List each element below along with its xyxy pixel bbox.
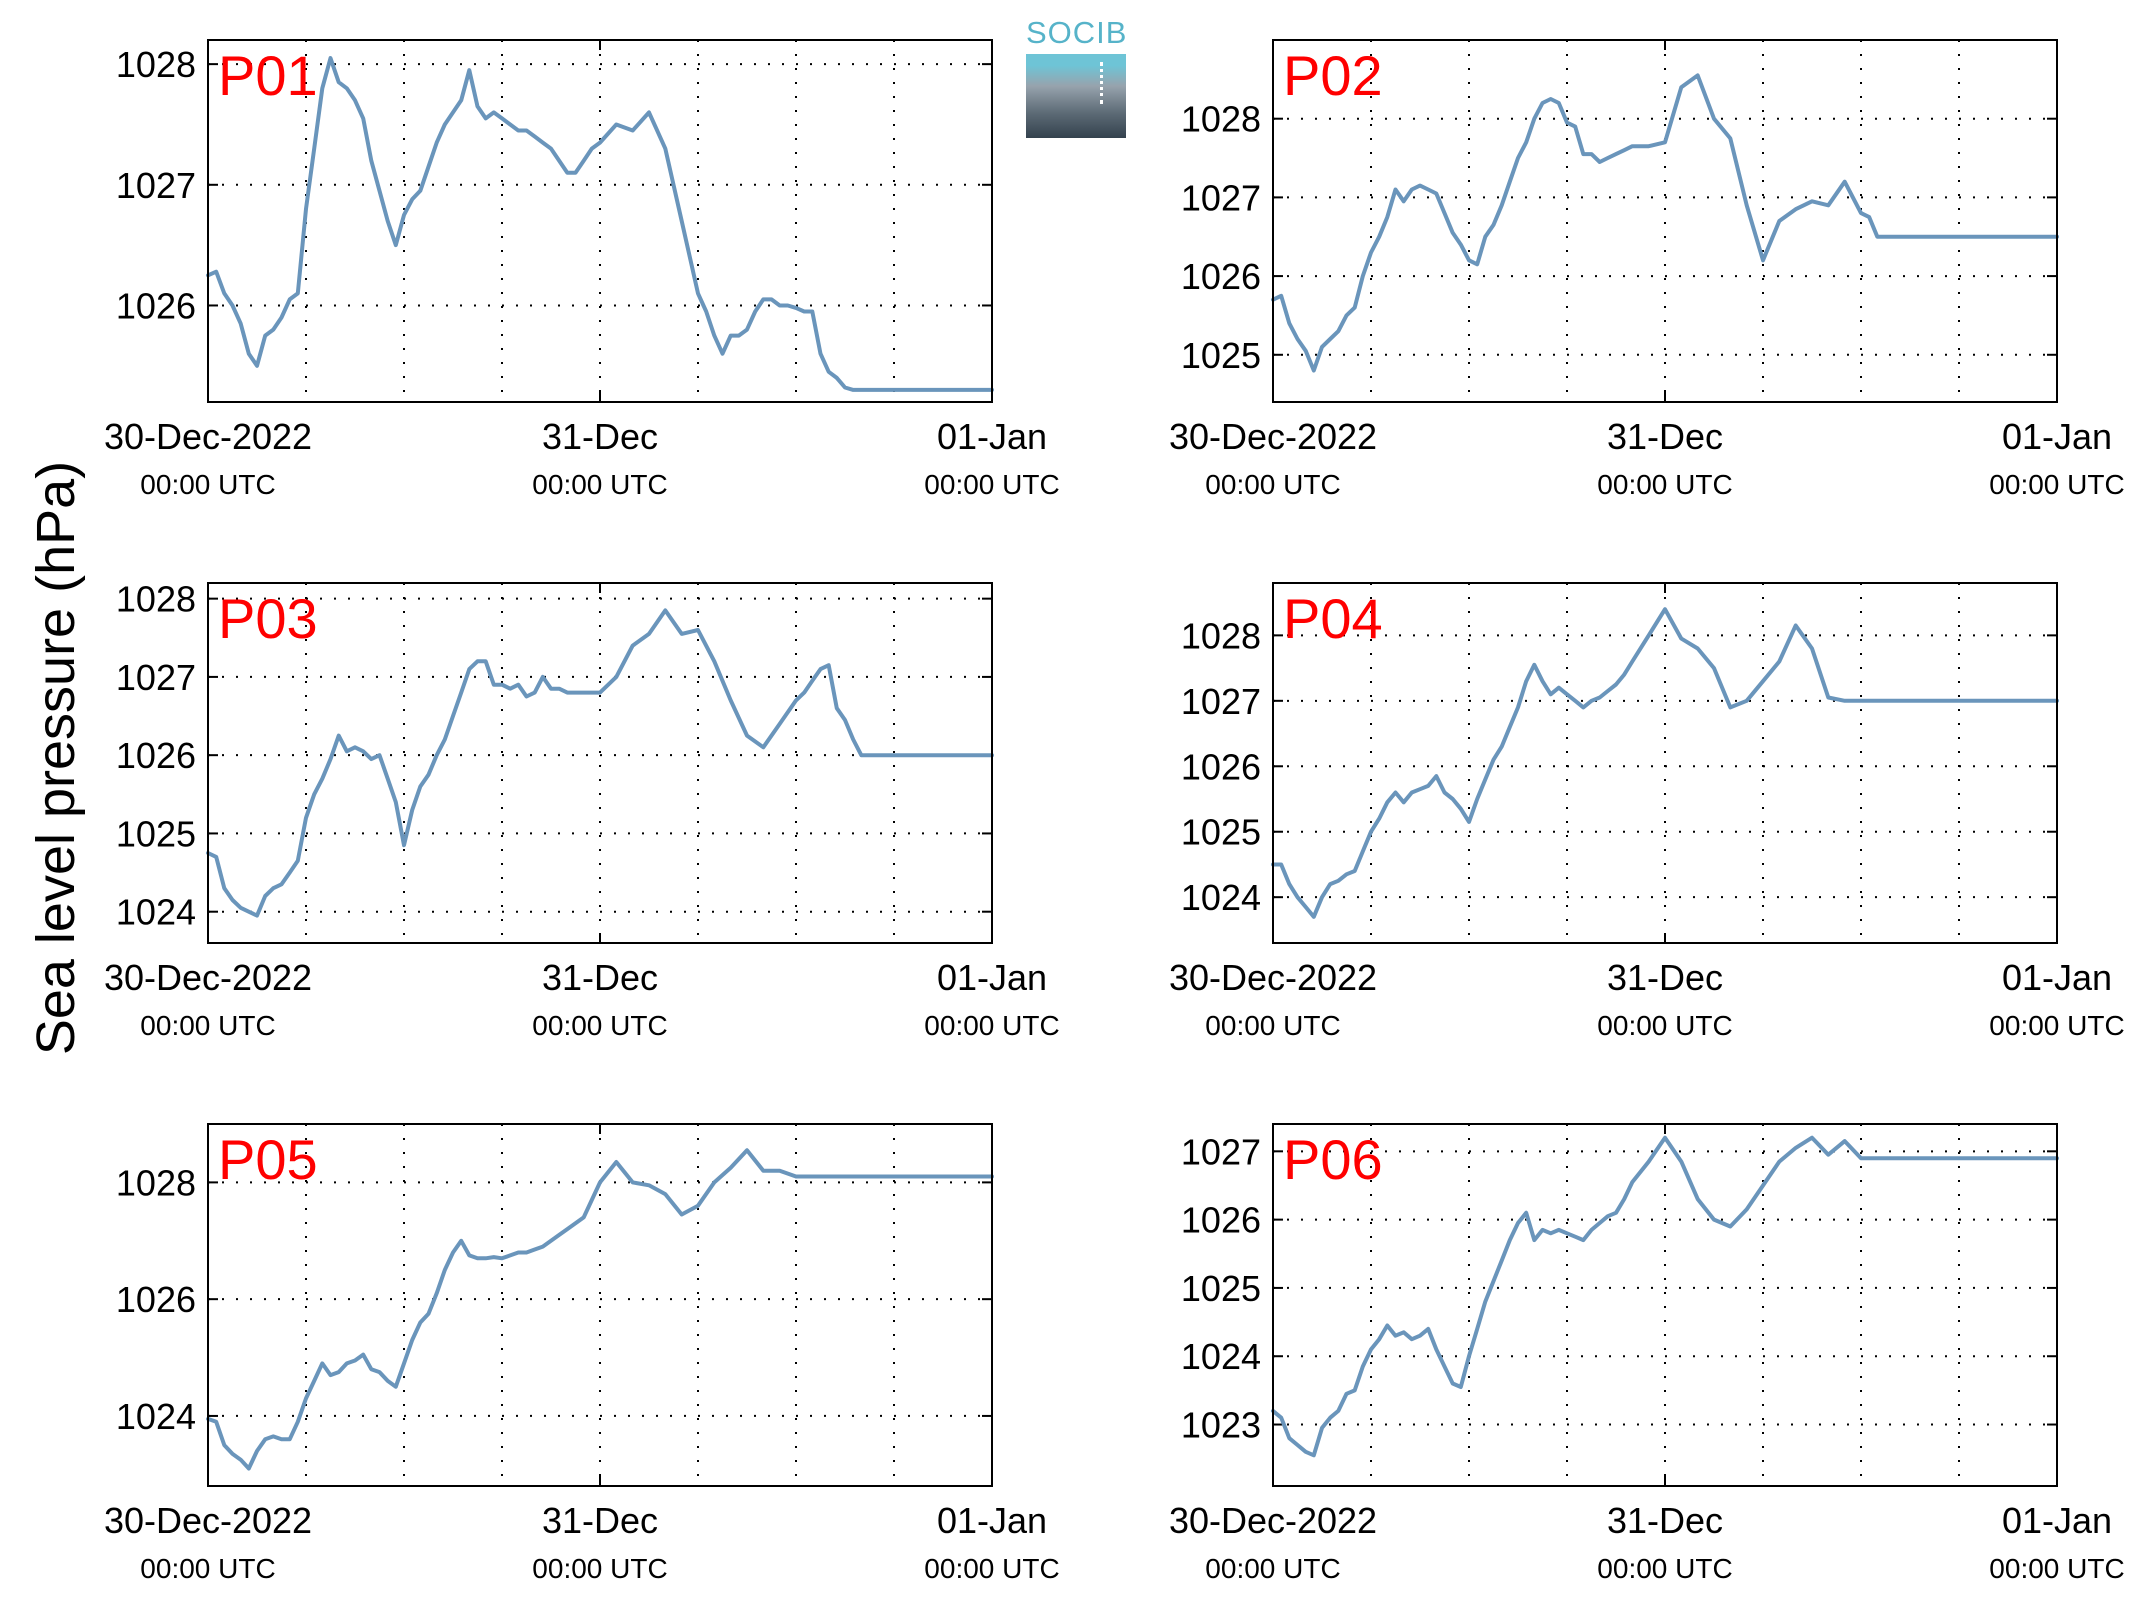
y-tick-label: 1028 [1181, 99, 1261, 140]
y-tick-label: 1026 [1181, 746, 1261, 787]
series-line [1271, 73, 2059, 373]
x-tick-label: 31-Dec [542, 416, 658, 457]
logo-text: SOCIB [1026, 15, 1128, 50]
series-line [206, 56, 994, 392]
y-tick-label: 1027 [1181, 1131, 1261, 1172]
logo-graphic [1026, 54, 1126, 138]
x-tick-label: 01-Jan [2002, 416, 2112, 457]
station-label: P02 [1283, 44, 1383, 107]
y-tick-label: 1024 [1181, 877, 1261, 918]
plot-frame [207, 1123, 993, 1487]
y-tick-label: 1025 [1181, 335, 1261, 376]
y-tick-label: 1025 [1181, 1268, 1261, 1309]
y-tick-label: 1028 [1181, 615, 1261, 656]
y-tick-label: 1023 [1181, 1405, 1261, 1446]
x-tick-label: 31-Dec [1607, 957, 1723, 998]
panel-3: 1024 1025 1026 1027 1028 30-Dec-2022 00:00 UTC… [104, 579, 1060, 1041]
y-tick-label: 1026 [1181, 256, 1261, 297]
panel-2: 1025 1026 1027 1028 30-Dec-2022 00:00 UTC 31-D… [1169, 39, 2125, 500]
x-tick-label: 01-Jan [937, 957, 1047, 998]
y-axis-label: Sea level pressure (hPa) [26, 460, 86, 1056]
x-tick-label: 31-Dec [1607, 416, 1723, 457]
y-tick-label: 1026 [116, 1279, 196, 1320]
x-tick-sublabel: 00:00 UTC [924, 469, 1059, 500]
y-tick-label: 1025 [116, 813, 196, 854]
station-label: P05 [218, 1128, 318, 1191]
plot-frame [207, 582, 993, 944]
y-tick-label: 1027 [116, 657, 196, 698]
x-tick-sublabel: 00:00 UTC [532, 469, 667, 500]
x-tick-sublabel: 00:00 UTC [1205, 469, 1340, 500]
x-tick-label: 30-Dec-2022 [1169, 416, 1377, 457]
x-tick-label: 30-Dec-2022 [104, 1500, 312, 1541]
x-tick-sublabel: 00:00 UTC [140, 1553, 275, 1584]
plot-frame [207, 39, 993, 403]
plot-frame [1272, 1123, 2058, 1487]
plot-frame [1272, 39, 2058, 403]
series-line [1271, 607, 2059, 919]
station-label: P01 [218, 44, 318, 107]
station-label: P06 [1283, 1128, 1383, 1191]
x-tick-label: 31-Dec [542, 1500, 658, 1541]
socib-logo: SOCIB [1026, 15, 1128, 138]
plot-frame [1272, 582, 2058, 944]
y-tick-label: 1027 [1181, 681, 1261, 722]
panel-4: 1024 1025 1026 1027 1028 30-Dec-2022 00:00 UTC… [1169, 582, 2125, 1041]
x-tick-sublabel: 00:00 UTC [924, 1553, 1059, 1584]
y-tick-label: 1028 [116, 44, 196, 85]
x-tick-sublabel: 00:00 UTC [1205, 1553, 1340, 1584]
x-tick-label: 01-Jan [2002, 957, 2112, 998]
x-tick-label: 30-Dec-2022 [1169, 957, 1377, 998]
logo-dots [1100, 62, 1103, 104]
y-tick-label: 1025 [1181, 812, 1261, 853]
x-tick-sublabel: 00:00 UTC [1989, 1553, 2124, 1584]
y-tick-label: 1027 [1181, 177, 1261, 218]
series-line [206, 1148, 994, 1471]
x-tick-label: 30-Dec-2022 [1169, 1500, 1377, 1541]
series-line [1271, 1135, 2059, 1458]
x-tick-sublabel: 00:00 UTC [1205, 1010, 1340, 1041]
x-tick-sublabel: 00:00 UTC [1989, 469, 2124, 500]
y-tick-label: 1024 [116, 892, 196, 933]
panel-1: 1026 1027 1028 30-Dec-2022 00:00 UTC 31-Dec 00… [104, 39, 1060, 500]
x-tick-label: 01-Jan [937, 1500, 1047, 1541]
station-label: P03 [218, 587, 318, 650]
x-tick-sublabel: 00:00 UTC [924, 1010, 1059, 1041]
x-tick-sublabel: 00:00 UTC [140, 1010, 275, 1041]
y-tick-label: 1026 [116, 735, 196, 776]
x-tick-sublabel: 00:00 UTC [1597, 469, 1732, 500]
x-tick-label: 01-Jan [937, 416, 1047, 457]
panel-6: 1023 1024 1025 1026 1027 30-Dec-2022 00:00 UTC… [1169, 1123, 2125, 1584]
x-tick-label: 31-Dec [1607, 1500, 1723, 1541]
panel-5: 1024 1026 1028 30-Dec-2022 00:00 UTC 31-Dec 00… [104, 1123, 1060, 1584]
x-tick-label: 30-Dec-2022 [104, 957, 312, 998]
x-tick-sublabel: 00:00 UTC [532, 1010, 667, 1041]
x-tick-sublabel: 00:00 UTC [1597, 1553, 1732, 1584]
x-tick-sublabel: 00:00 UTC [140, 469, 275, 500]
x-tick-label: 01-Jan [2002, 1500, 2112, 1541]
series-line [206, 608, 994, 918]
y-tick-label: 1024 [116, 1396, 196, 1437]
y-tick-label: 1024 [1181, 1336, 1261, 1377]
x-tick-label: 31-Dec [542, 957, 658, 998]
station-label: P04 [1283, 587, 1383, 650]
y-tick-label: 1028 [116, 1162, 196, 1203]
y-tick-label: 1027 [116, 165, 196, 206]
y-tick-label: 1028 [116, 579, 196, 620]
y-tick-label: 1026 [1181, 1200, 1261, 1241]
x-tick-sublabel: 00:00 UTC [532, 1553, 667, 1584]
x-tick-sublabel: 00:00 UTC [1597, 1010, 1732, 1041]
x-tick-label: 30-Dec-2022 [104, 416, 312, 457]
x-tick-sublabel: 00:00 UTC [1989, 1010, 2124, 1041]
y-tick-label: 1026 [116, 285, 196, 326]
